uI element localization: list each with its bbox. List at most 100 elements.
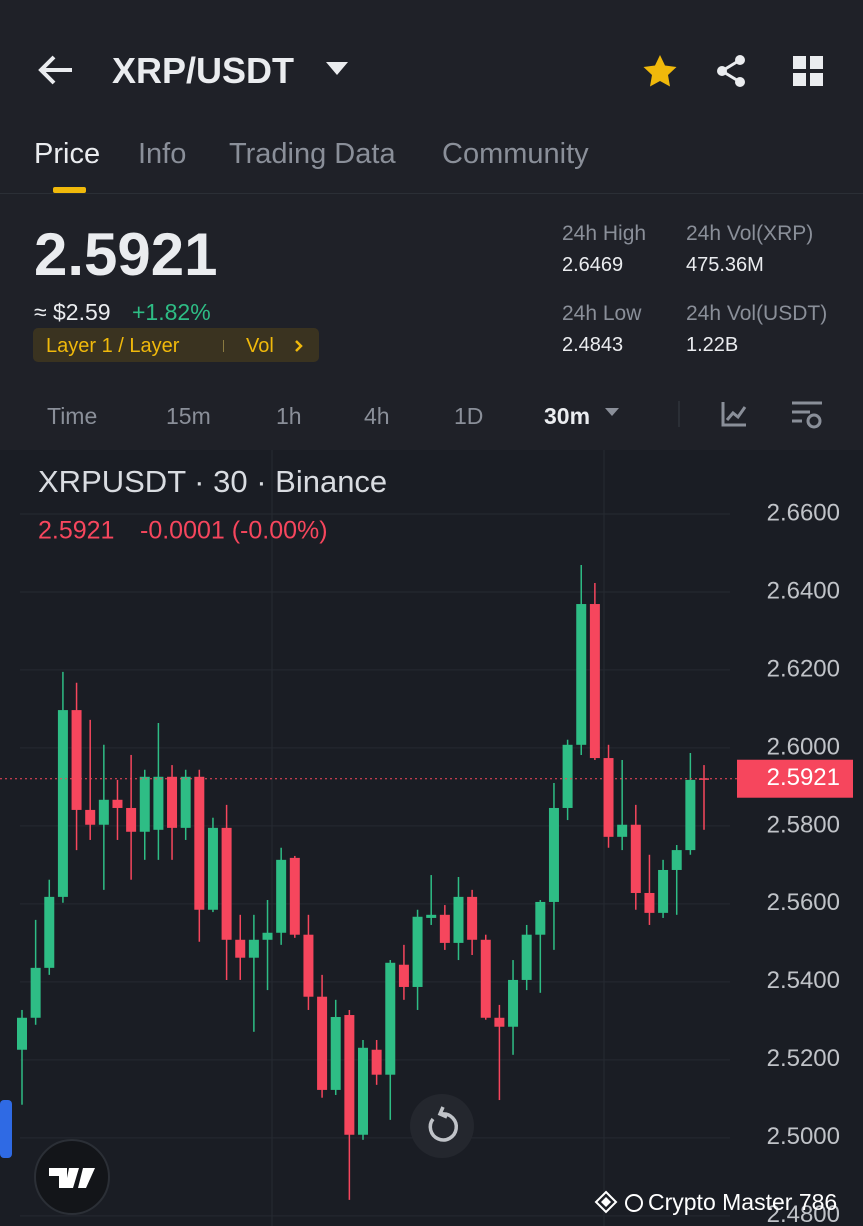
- interval[interactable]: 1D: [454, 403, 484, 429]
- tab-community[interactable]: Community: [442, 138, 589, 170]
- candle-body: [126, 807, 137, 832]
- candle-body: [358, 1047, 368, 1135]
- candle-body: [98, 799, 109, 825]
- candle-body: [453, 896, 464, 943]
- candle-body: [57, 710, 68, 897]
- last-price-box: [737, 759, 853, 798]
- tab-indicator: [53, 187, 86, 193]
- y-tick-label: 2.5800: [767, 811, 840, 838]
- tag-vol[interactable]: Vol: [246, 335, 274, 357]
- candle-body: [317, 996, 328, 1090]
- stat-label: 24h Low: [562, 302, 642, 325]
- interval-caret: [605, 408, 619, 416]
- tag-separator: [223, 340, 224, 352]
- candle-body: [194, 776, 205, 910]
- candle-body: [439, 914, 450, 943]
- candle-body: [235, 939, 246, 958]
- candle-body: [44, 896, 55, 968]
- watermark-icon: [594, 1190, 643, 1214]
- candle-body: [112, 799, 123, 808]
- candle-body: [71, 710, 82, 810]
- last-price-label: 2.5921: [767, 764, 840, 791]
- candle-body: [699, 778, 709, 780]
- stat-value: 2.4843: [562, 334, 624, 356]
- y-tick-label: 2.4800: [767, 1201, 840, 1226]
- interval-active[interactable]: 30m: [544, 403, 591, 429]
- back-arrow[interactable]: [36, 52, 76, 88]
- candle-body: [658, 869, 669, 913]
- candle-body: [30, 967, 41, 1018]
- stat-label: 24h Vol(USDT): [686, 302, 828, 325]
- favorite-star[interactable]: [642, 53, 678, 89]
- separator: [678, 401, 680, 427]
- tag-box[interactable]: [33, 328, 319, 362]
- candle-body: [589, 604, 600, 759]
- candle-body: [548, 807, 559, 902]
- interval[interactable]: 4h: [364, 403, 390, 429]
- tab-price[interactable]: Price: [34, 138, 101, 170]
- y-tick-label: 2.5600: [767, 889, 840, 916]
- legend-change: -0.0001 (-0.00%): [140, 517, 328, 545]
- side-tab[interactable]: [0, 1100, 12, 1158]
- candle-body: [617, 824, 628, 837]
- candle-body: [207, 827, 218, 910]
- candle-body: [398, 964, 409, 987]
- candle-body: [644, 892, 655, 913]
- indicator-icon[interactable]: [720, 400, 748, 428]
- candle-body: [330, 1016, 341, 1090]
- candle-body: [344, 1015, 355, 1135]
- watermark: Crypto Master 786: [648, 1189, 838, 1215]
- settings-icon[interactable]: [790, 400, 824, 430]
- interval[interactable]: 15m: [166, 403, 211, 429]
- last-price: 2.5921: [34, 221, 218, 288]
- candle-body: [535, 901, 546, 935]
- candle-body: [221, 827, 232, 940]
- tradingview-logo[interactable]: [33, 1138, 111, 1216]
- candle-body: [248, 939, 259, 958]
- divider: [0, 193, 863, 194]
- stat-label: 24h Vol(XRP): [686, 222, 814, 245]
- candle-body: [671, 850, 682, 870]
- reset-button[interactable]: [409, 1093, 475, 1159]
- chart-title: XRPUSDT · 30 · Binance: [38, 464, 387, 499]
- candle-body: [480, 939, 491, 1018]
- candle-body: [139, 776, 150, 832]
- tab-trading-data[interactable]: Trading Data: [229, 138, 396, 170]
- y-tick-label: 2.6200: [767, 655, 840, 682]
- share-icon[interactable]: [714, 53, 750, 89]
- interval[interactable]: 1h: [276, 403, 302, 429]
- pair-title[interactable]: XRP/USDT: [112, 50, 295, 91]
- candle-body: [276, 859, 287, 933]
- dropdown-caret[interactable]: [326, 62, 348, 76]
- y-tick-label: 2.5000: [767, 1123, 840, 1150]
- y-tick-label: 2.5200: [767, 1045, 840, 1072]
- candle-body: [85, 809, 96, 825]
- fiat-price: ≈ $2.59: [34, 299, 111, 325]
- grid-icon[interactable]: [792, 55, 824, 87]
- candle-body: [17, 1017, 27, 1050]
- stat-value: 1.22B: [686, 334, 739, 356]
- candle-body: [576, 604, 587, 745]
- y-tick-label: 2.5400: [767, 967, 840, 994]
- candle-body: [508, 979, 519, 1027]
- candle-body: [426, 914, 437, 918]
- tag-sector[interactable]: Layer 1 / Layer: [46, 335, 180, 357]
- candle-body: [371, 1049, 382, 1075]
- candle-body: [467, 896, 478, 940]
- candle-body: [412, 916, 423, 987]
- stat-value: 2.6469: [562, 254, 624, 276]
- candle-body: [153, 776, 164, 830]
- interval[interactable]: Time: [47, 403, 98, 429]
- candle-body: [562, 744, 573, 808]
- candle-body: [630, 824, 641, 893]
- candle-body: [685, 779, 696, 851]
- candle-body: [167, 776, 178, 828]
- legend-price: 2.5921: [38, 517, 114, 545]
- y-tick-label: 2.6400: [767, 577, 840, 604]
- candle-body: [494, 1017, 505, 1027]
- candle-body: [385, 962, 396, 1075]
- candle-body: [289, 857, 300, 935]
- tab-info[interactable]: Info: [138, 138, 187, 170]
- stat-label: 24h High: [562, 222, 647, 245]
- candle-body: [262, 932, 273, 940]
